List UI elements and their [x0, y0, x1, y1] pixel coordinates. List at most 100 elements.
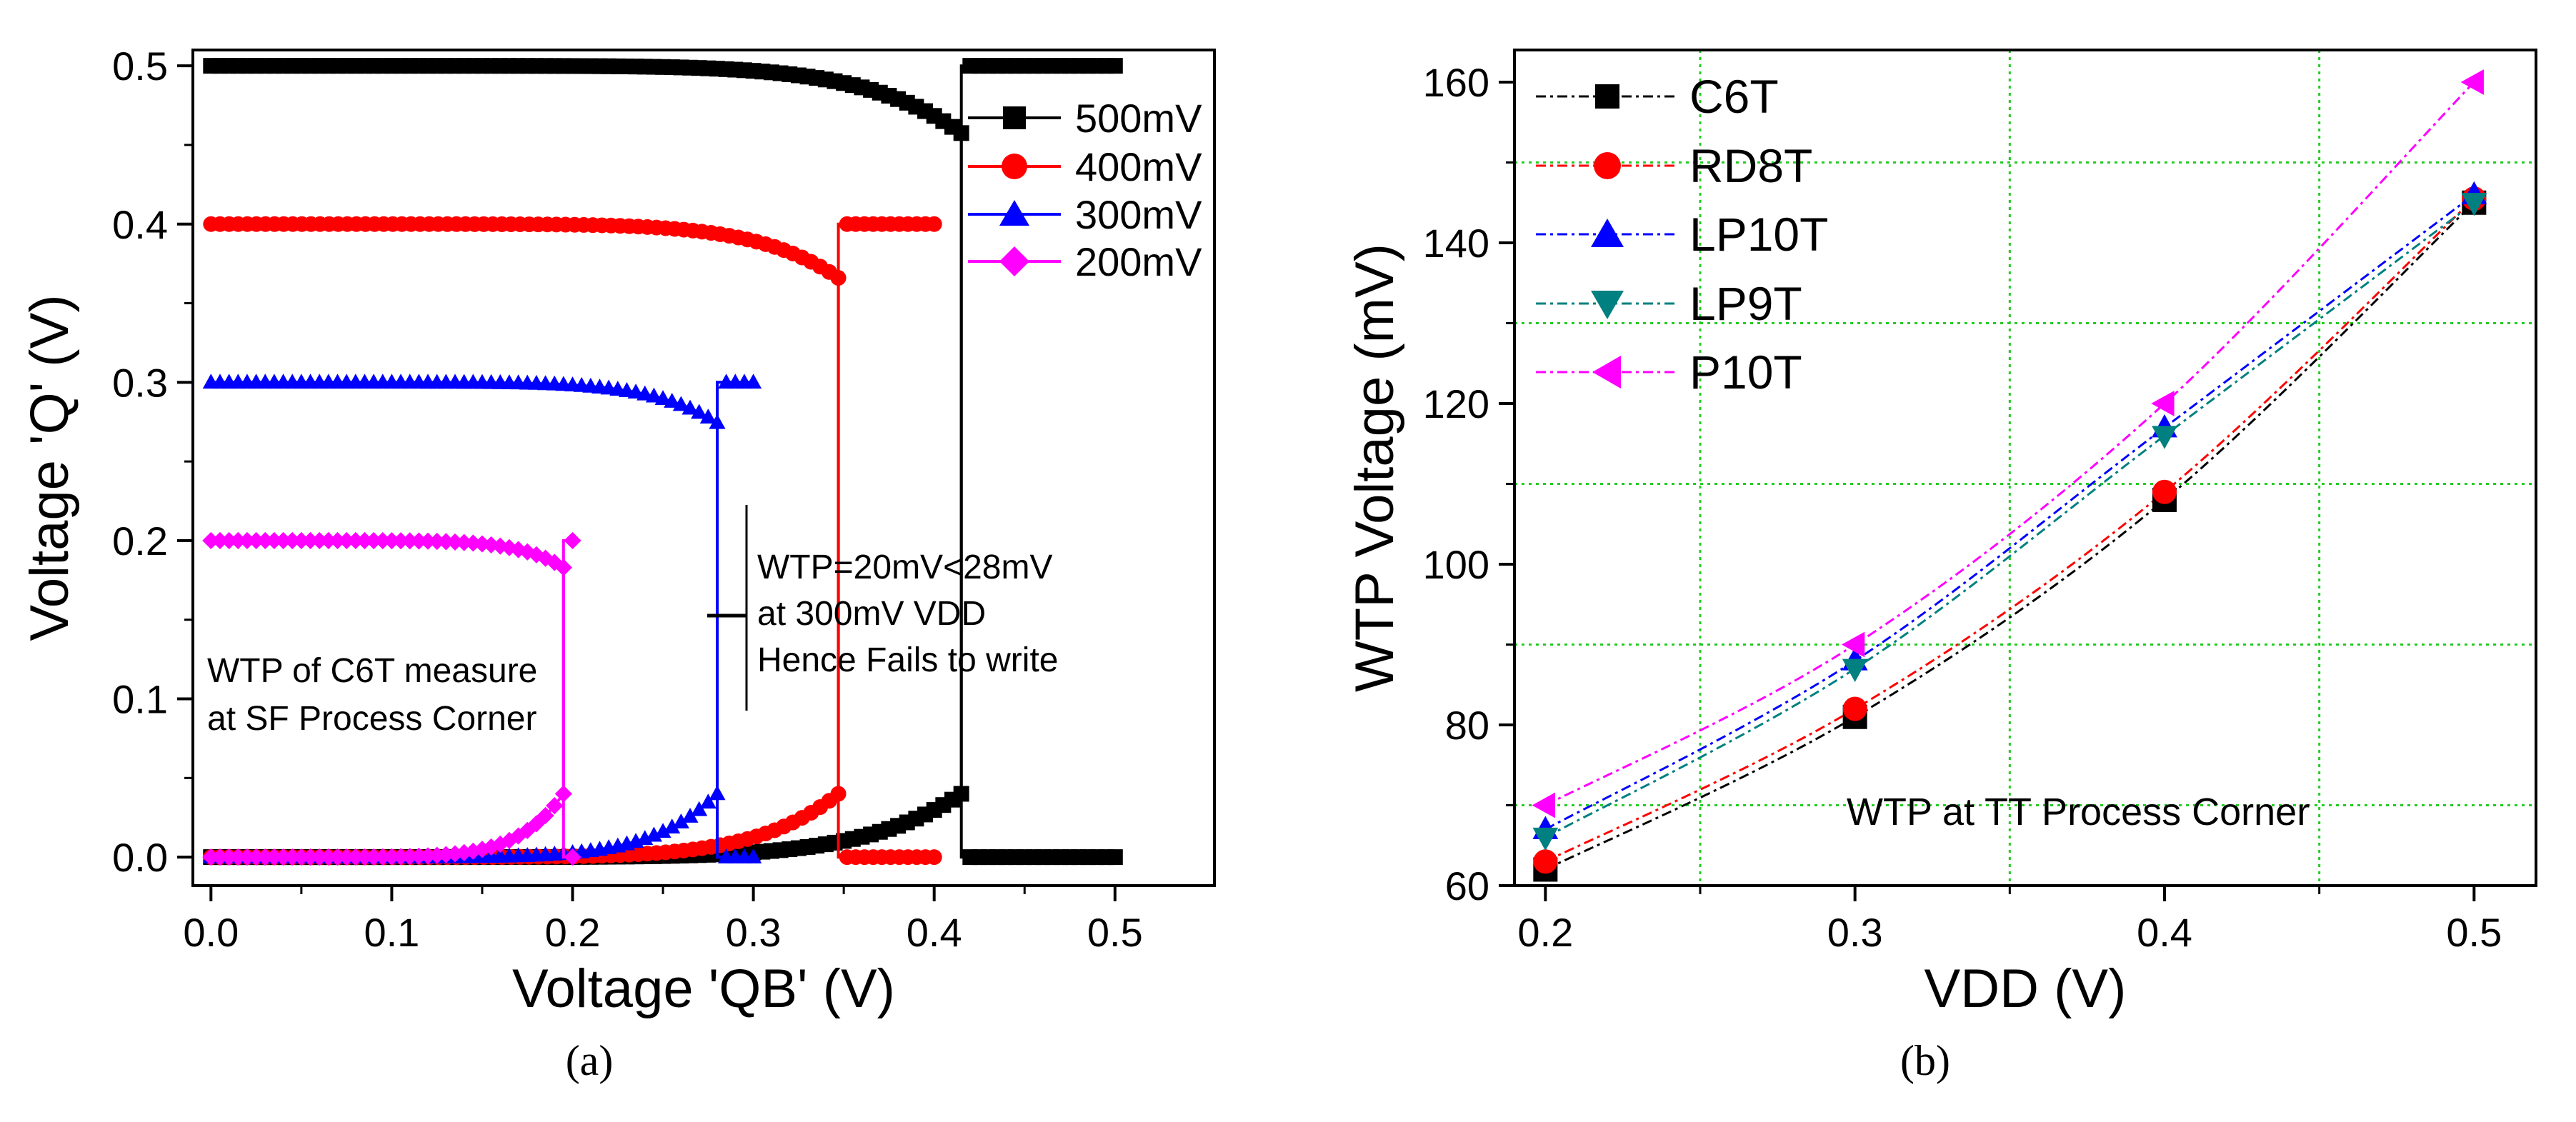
data-point-200mv	[554, 785, 572, 803]
legend-label-400mv: 400mV	[1075, 144, 1202, 189]
data-point-500mv	[953, 786, 969, 802]
legend-marker-300mv	[999, 200, 1029, 226]
panel-b-x-tick-label: 0.5	[2446, 910, 2502, 955]
legend-label-lp10t: LP10T	[1689, 208, 1828, 261]
data-point-200mv	[455, 534, 473, 551]
data-point-200mv	[419, 532, 437, 550]
panel-b-y-tick-label: 100	[1423, 542, 1489, 587]
panel-a-measure-annotation: WTP of C6T measure at SF Process Corner	[207, 652, 537, 738]
panel-a-x-axis-label: Voltage 'QB' (V)	[512, 958, 895, 1019]
panel-b-x-tick-label: 0.4	[2137, 910, 2192, 955]
data-point-200mv	[247, 848, 265, 866]
panel-a-x-tick-label: 0.3	[726, 910, 782, 955]
panel-b-plot-area	[1532, 69, 2487, 882]
panel-b-y-axis-label: WTP Voltage (mV)	[1344, 244, 1405, 692]
data-point-200mv	[229, 848, 247, 866]
data-point-200mv	[437, 533, 455, 551]
legend-label-lp9t: LP9T	[1689, 277, 1802, 330]
legend-marker-200mv	[999, 246, 1029, 276]
panel-b-grid	[1514, 50, 2536, 886]
panel-b-legend: C6T RD8T LP10T LP9T P10T	[1536, 70, 1828, 399]
data-point-200mv	[301, 848, 319, 866]
data-point-200mv	[319, 531, 337, 550]
panel-a-wtp-annotation: WTP=20mV<28mV at 300mV VDD Hence Fails t…	[707, 505, 1058, 711]
panel-a-y-tick-label: 0.2	[112, 519, 168, 563]
data-point-200mv	[383, 848, 401, 866]
panel-a-y-tick-label: 0.4	[112, 202, 168, 247]
data-point-lp9t	[1842, 658, 1868, 682]
data-point-300mv	[691, 404, 708, 419]
data-point-200mv	[229, 531, 247, 550]
data-point-200mv	[401, 532, 419, 550]
panel-a-y-tick-label: 0.0	[112, 835, 168, 880]
series-line-c6t	[1544, 201, 2475, 871]
series-line-200mv-lo	[211, 539, 573, 859]
data-point-200mv	[220, 848, 238, 866]
data-point-300mv	[699, 793, 717, 809]
data-point-300mv	[645, 826, 662, 842]
legend-label-200mv: 200mV	[1075, 239, 1202, 284]
data-point-200mv	[292, 848, 310, 866]
panel-a-y-axis-label: Voltage 'Q' (V)	[19, 294, 80, 641]
data-point-300mv	[709, 414, 726, 429]
data-point-rd8t	[2152, 479, 2177, 504]
data-point-300mv	[664, 818, 681, 833]
data-point-200mv	[546, 797, 564, 815]
data-point-200mv	[482, 536, 500, 554]
panel-a-y-tick-label: 0.5	[112, 44, 168, 89]
data-point-200mv	[284, 848, 301, 866]
series-line-lp9t	[1544, 201, 2475, 838]
data-point-200mv	[292, 531, 310, 550]
data-point-300mv	[645, 387, 662, 403]
data-point-200mv	[374, 531, 391, 550]
data-point-500mv	[953, 125, 969, 141]
legend-label-c6t: C6T	[1689, 70, 1779, 123]
legend-marker-500mv	[1003, 106, 1026, 129]
data-point-p10t	[1841, 631, 1865, 658]
data-point-200mv	[202, 848, 220, 866]
data-point-p10t	[2151, 391, 2175, 416]
data-point-200mv	[536, 806, 554, 825]
data-point-300mv	[745, 848, 762, 863]
data-point-200mv	[319, 848, 337, 866]
data-point-200mv	[311, 531, 329, 550]
panel-b-frame	[1513, 49, 2537, 887]
panel-b-y-tick-label: 160	[1423, 60, 1489, 105]
data-point-300mv	[664, 392, 681, 408]
series-line-500mv-lo	[211, 64, 1115, 859]
data-point-200mv	[519, 821, 536, 839]
data-point-200mv	[364, 531, 383, 550]
data-point-200mv	[265, 848, 283, 866]
data-point-200mv	[256, 848, 274, 866]
data-point-200mv	[284, 531, 301, 550]
data-point-200mv	[410, 847, 428, 865]
panel-b-ticks: 0.2 0.3 0.4 0.5 60 80 100 120 140 160	[1423, 60, 2502, 955]
wtp-note-line-2: at 300mV VDD	[757, 595, 986, 633]
data-point-rd8t	[1533, 849, 1558, 874]
panel-b-x-axis-label: VDD (V)	[1924, 958, 2127, 1019]
data-point-400mv	[926, 216, 942, 232]
series-line-lp10t	[1544, 194, 2475, 831]
data-point-200mv	[265, 531, 283, 550]
legend-marker-p10t	[1592, 356, 1621, 389]
data-point-200mv	[211, 848, 229, 866]
data-point-200mv	[211, 531, 229, 550]
data-point-200mv	[338, 531, 356, 550]
panel-a-frame	[191, 49, 1216, 887]
panel-a-caption-label: (a)	[566, 1037, 614, 1084]
wtp-note-line-1: WTP=20mV<28mV	[757, 549, 1052, 586]
data-point-200mv	[374, 848, 391, 866]
data-point-200mv	[554, 559, 572, 576]
data-point-200mv	[564, 848, 581, 866]
data-point-500mv	[1107, 58, 1123, 74]
data-point-200mv	[527, 546, 545, 563]
data-point-200mv	[491, 537, 509, 555]
panel-a-y-tick-label: 0.1	[112, 677, 168, 722]
series-line-p10t	[1544, 81, 2475, 806]
data-point-lp9t	[2152, 426, 2177, 449]
panel-b-y-tick-label: 80	[1445, 703, 1489, 748]
panel-a-x-tick-label: 0.1	[364, 910, 419, 955]
data-point-p10t	[2460, 69, 2484, 95]
legend-label-rd8t: RD8T	[1689, 139, 1812, 192]
